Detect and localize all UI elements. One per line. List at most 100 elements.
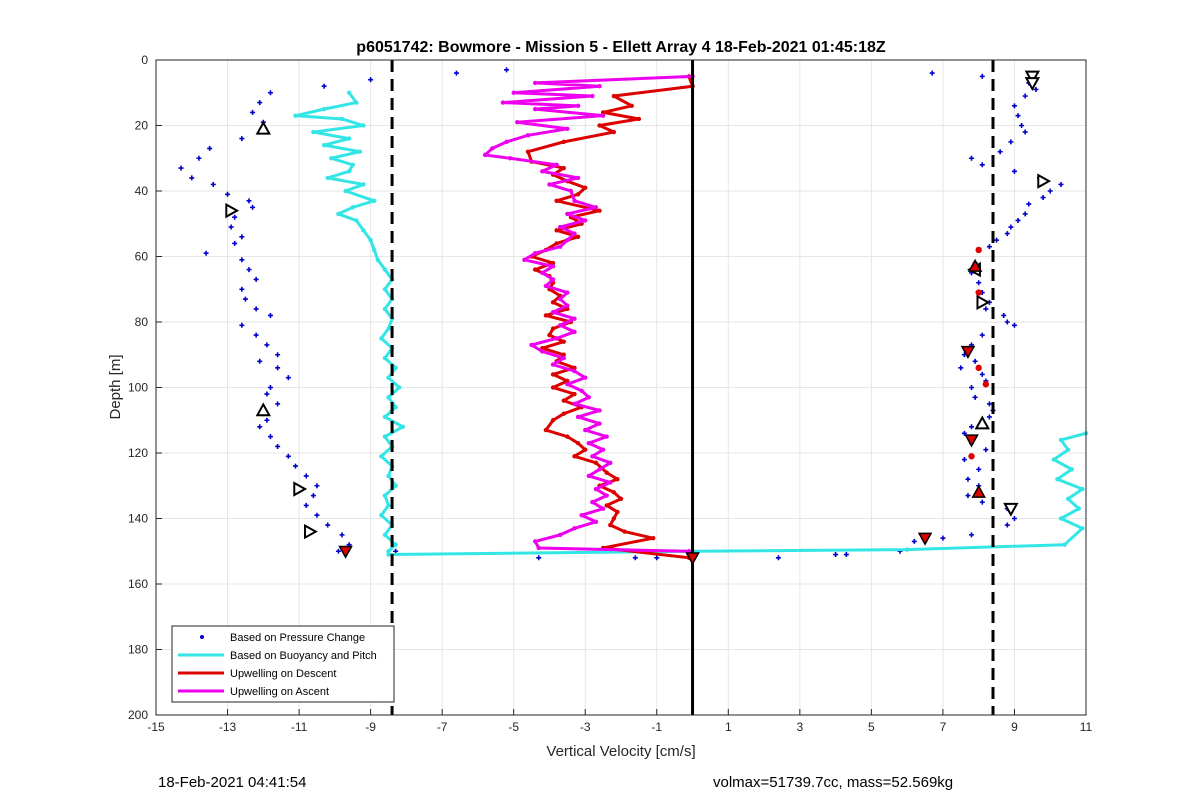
series-point <box>575 234 581 240</box>
pressure-point <box>303 502 309 508</box>
legend-box <box>171 625 395 703</box>
series-point <box>361 228 366 233</box>
pressure-point <box>979 73 985 79</box>
series-point <box>604 503 609 508</box>
pressure-point <box>1015 113 1021 119</box>
pressure-point <box>972 358 978 364</box>
pressure-point <box>1033 86 1039 92</box>
pressure-point <box>368 77 374 83</box>
legend-swatch-dot <box>200 635 204 639</box>
pressure-point <box>965 493 971 499</box>
series-point <box>507 156 513 161</box>
y-tick-label: 80 <box>135 315 149 329</box>
series-point <box>575 175 581 181</box>
series-point <box>904 547 910 552</box>
series-point <box>597 467 602 472</box>
series-point <box>550 385 556 390</box>
pressure-point <box>1026 201 1032 207</box>
pressure-point <box>958 365 964 371</box>
series-point <box>511 90 516 95</box>
series-point <box>382 355 388 361</box>
pressure-point <box>833 552 839 558</box>
series-point <box>561 139 566 145</box>
series-point <box>636 116 642 122</box>
series-point <box>604 434 609 439</box>
series-point <box>550 418 556 423</box>
pressure-point <box>1004 319 1010 325</box>
series-point <box>550 300 556 305</box>
series-point <box>554 336 559 341</box>
series-point <box>540 270 545 276</box>
pressure-point <box>986 414 992 420</box>
series-point <box>565 211 570 217</box>
pressure-point <box>929 70 935 76</box>
series-point <box>575 440 581 446</box>
pressure-point <box>1011 516 1017 521</box>
pressure-point <box>264 417 270 423</box>
pressure-point <box>314 512 320 518</box>
pressure-point <box>979 332 985 338</box>
pressure-point <box>775 555 781 561</box>
red-dot-marker <box>982 381 990 388</box>
series-point <box>550 309 556 315</box>
series-point <box>532 251 538 256</box>
series-point <box>583 185 588 190</box>
series-point <box>400 424 406 429</box>
pressure-point <box>275 443 281 449</box>
series-point <box>550 362 556 367</box>
series-point <box>382 267 388 272</box>
triangle-marker <box>1003 502 1019 517</box>
y-tick-label: 20 <box>135 119 149 133</box>
pressure-point <box>178 165 184 171</box>
series-point <box>590 454 595 459</box>
series-point <box>393 365 398 371</box>
series-point <box>346 169 352 174</box>
series-point <box>604 470 609 475</box>
series-point <box>593 205 599 210</box>
x-tick-label: -9 <box>365 720 376 734</box>
series-point <box>600 113 606 118</box>
pressure-point <box>253 276 259 282</box>
red-triangle-marker <box>960 345 976 360</box>
series-point <box>371 247 377 253</box>
series-point <box>550 277 556 282</box>
series-point <box>597 84 602 89</box>
series-point <box>593 486 599 492</box>
series-point <box>382 287 388 292</box>
series-point <box>293 113 298 118</box>
series-point <box>611 129 617 135</box>
series-point <box>568 188 574 194</box>
pressure-point <box>239 234 245 240</box>
series-point <box>354 218 359 223</box>
series-point <box>386 549 391 554</box>
pressure-point <box>196 155 202 161</box>
pressure-point <box>239 257 245 263</box>
series-point <box>540 349 545 354</box>
series-point <box>554 241 559 246</box>
series-layer <box>178 67 1089 561</box>
pressure-point <box>972 394 978 400</box>
series-point <box>575 192 581 197</box>
pressure-point <box>1001 312 1007 318</box>
triangle-marker <box>255 402 272 417</box>
pressure-point <box>267 434 273 440</box>
series-point <box>532 267 538 272</box>
series-point <box>579 388 584 393</box>
series-point <box>575 103 581 109</box>
reference-lines <box>390 60 995 715</box>
series-point <box>382 306 388 312</box>
pressure-point <box>257 424 263 430</box>
series-point <box>1055 477 1060 482</box>
series-point <box>393 483 398 488</box>
series-point <box>561 355 566 361</box>
pressure-point <box>453 70 459 76</box>
series-point <box>375 257 380 262</box>
pressure-point <box>325 522 331 528</box>
series-point <box>550 372 556 377</box>
pressure-point <box>976 280 982 286</box>
series-point <box>522 257 527 262</box>
series-point <box>532 106 538 112</box>
series-point <box>379 513 384 518</box>
pressure-point <box>285 453 291 459</box>
